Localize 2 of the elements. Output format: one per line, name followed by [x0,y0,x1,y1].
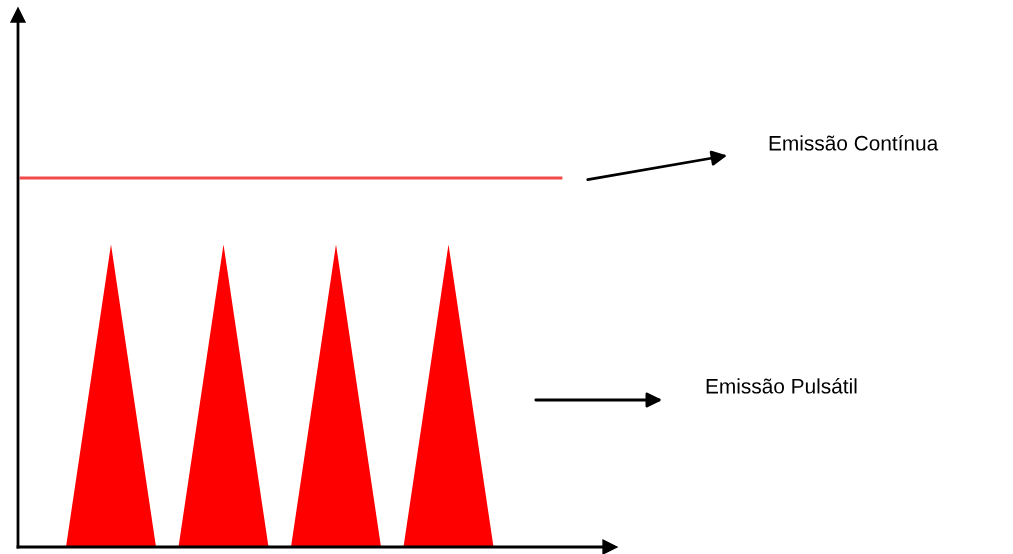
text: Emissão Contínua [769,135,939,151]
text: Emissão Pulsátil [706,378,857,394]
